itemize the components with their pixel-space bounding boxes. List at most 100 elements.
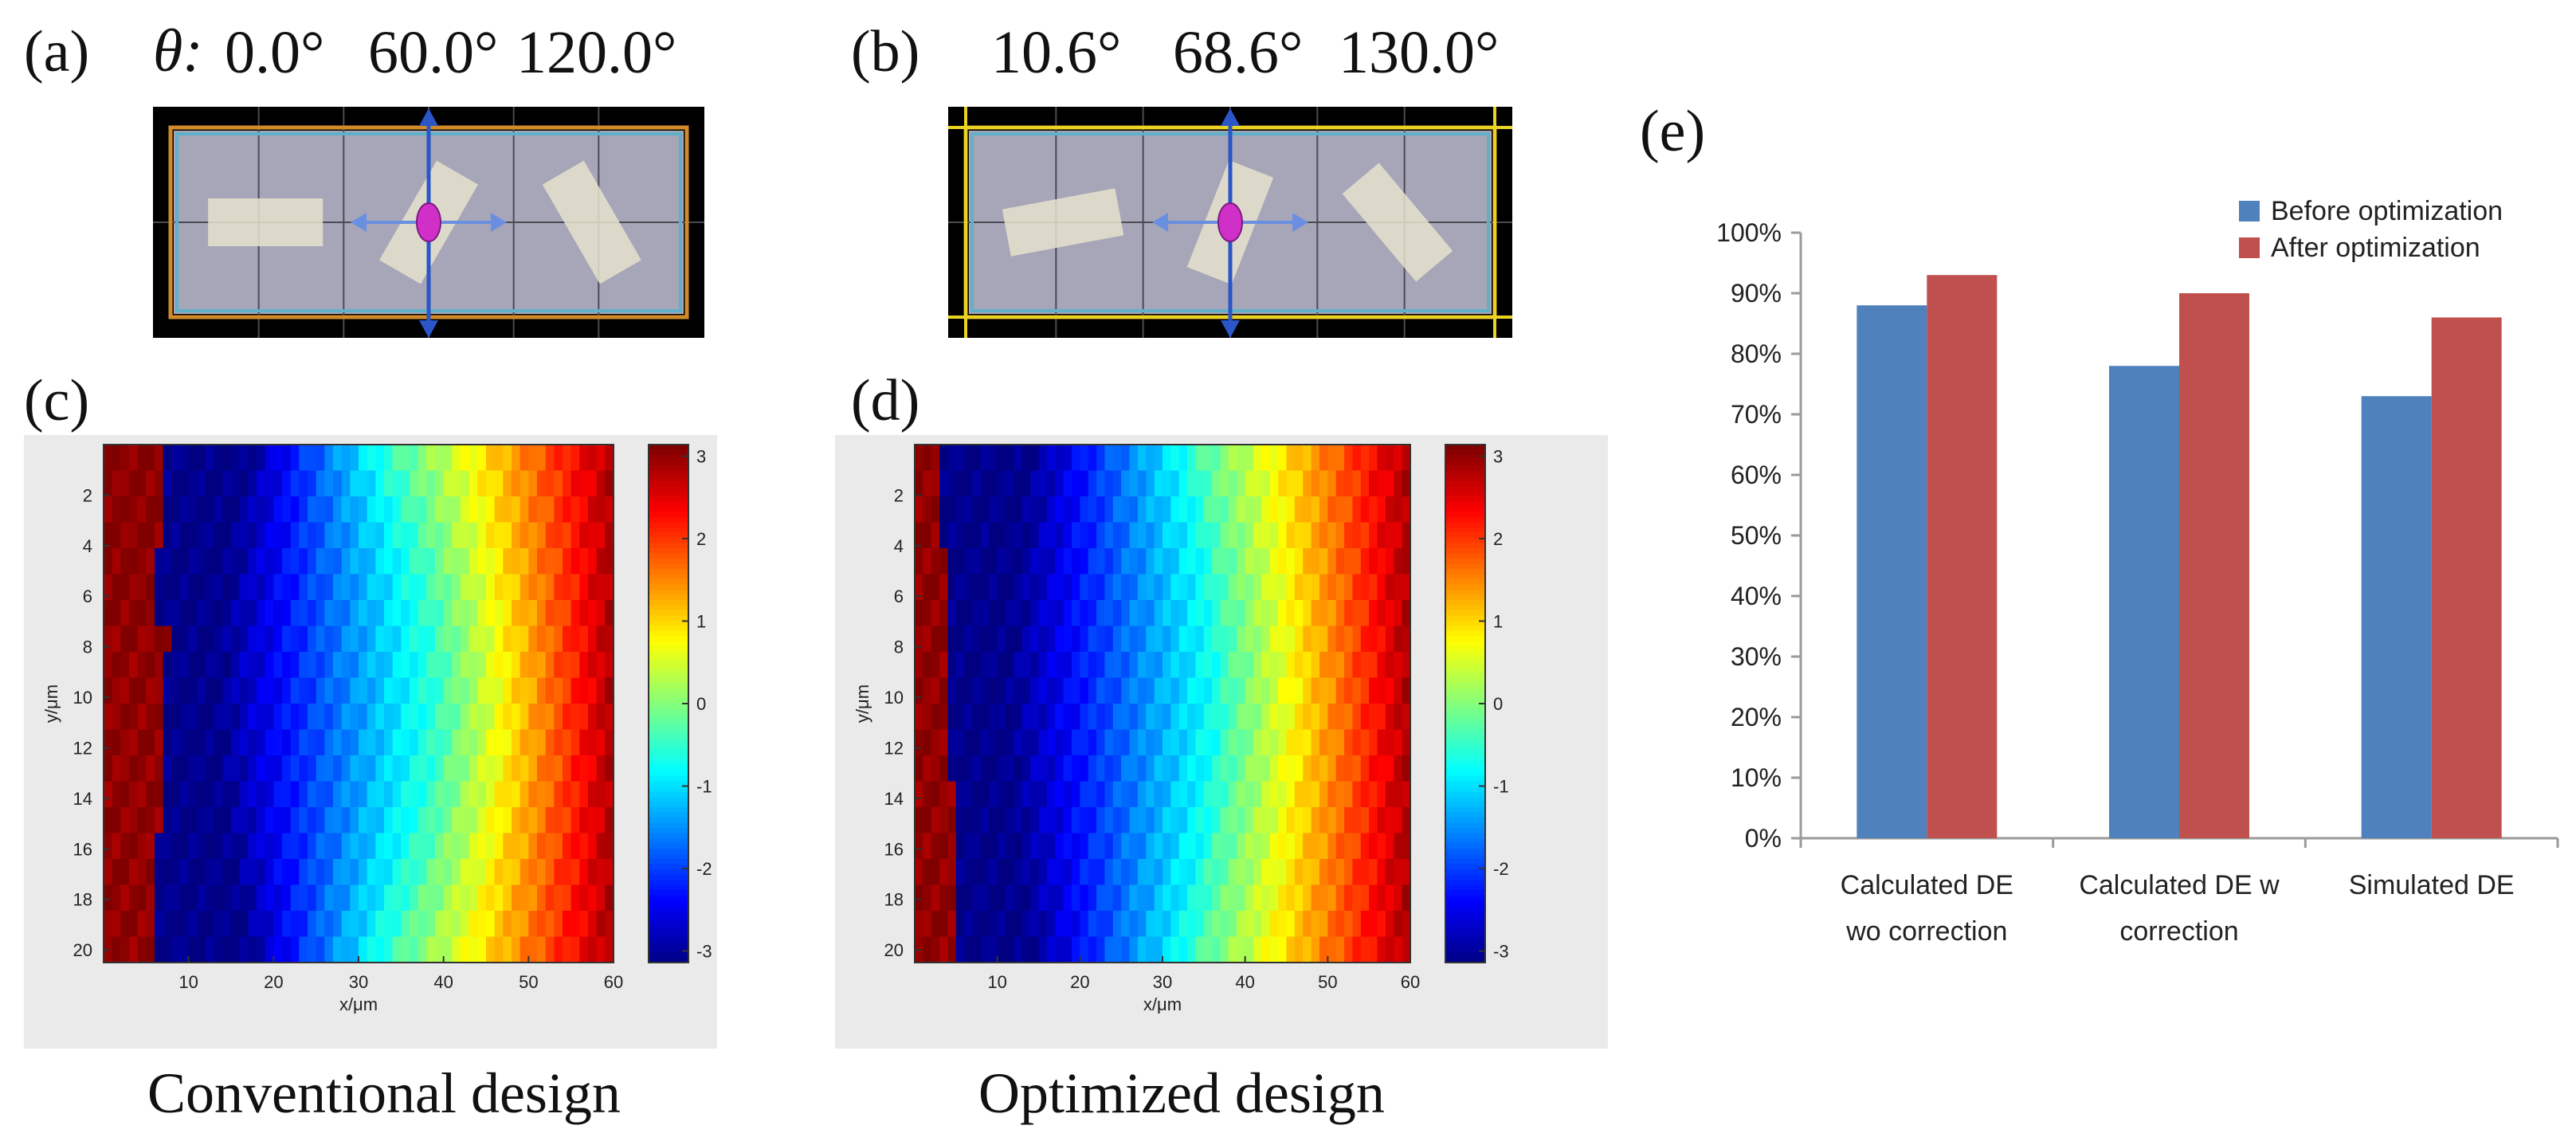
map-d-colorbar-band: [1445, 781, 1485, 787]
map-c-ytick-label: 14: [73, 789, 92, 809]
map-c-colorbar-band: [649, 766, 688, 772]
legend-swatch-before: [2239, 201, 2260, 222]
map-c-colorbar-label: -2: [696, 859, 712, 879]
map-d-colorbar-band: [1445, 822, 1485, 829]
map-c-colorbar-band: [649, 569, 688, 575]
bar-ytick-label: 80%: [1731, 339, 1782, 368]
map-d-colorbar-band: [1445, 874, 1485, 880]
map-c-colorbar-band: [649, 491, 688, 497]
map-d-colorbar-band: [1445, 936, 1485, 943]
map-c-colorbar-band: [649, 480, 688, 487]
cell-a-source-marker: [416, 202, 441, 242]
map-d-colorbar-band: [1445, 590, 1485, 596]
map-c-colorbar-band: [649, 600, 688, 606]
map-c-colorbar-band: [649, 931, 688, 938]
map-c-xtick-label: 30: [349, 972, 368, 992]
map-c-colorbar-band: [649, 911, 688, 917]
map-d-colorbar-band: [1445, 455, 1485, 461]
map-d-colorbar-band: [1445, 926, 1485, 932]
map-d-colorbar-band: [1445, 828, 1485, 834]
map-d-colorbar-band: [1445, 884, 1485, 891]
map-d-colorbar-label: -2: [1493, 859, 1509, 879]
panel-a-label: (a): [24, 19, 90, 84]
map-c-colorbar-band: [649, 818, 688, 824]
cell-b-source-marker: [1217, 202, 1243, 242]
map-d-colorbar-band: [1445, 791, 1485, 798]
map-d-colorbar-band: [1445, 501, 1485, 508]
map-d-colorbar-band: [1445, 745, 1485, 751]
map-c-colorbar-band: [649, 781, 688, 787]
bar-ytick-label: 50%: [1731, 521, 1782, 550]
map-d-colorbar-label: -1: [1493, 777, 1509, 797]
map-d-xtick-label: 50: [1318, 972, 1337, 992]
map-d-colorbar-band: [1445, 833, 1485, 839]
cell-b-arrow-down: [1221, 320, 1240, 338]
bar-ytick-label: 20%: [1731, 703, 1782, 731]
map-c-ytick-label: 8: [83, 637, 92, 657]
map-c-colorbar-band: [649, 739, 688, 746]
map-d-colorbar-band: [1445, 714, 1485, 720]
map-c-colorbar-band: [649, 698, 688, 704]
map-c-colorbar-band: [649, 460, 688, 466]
map-c-colorbar-label: 1: [696, 611, 706, 631]
map-c-colorbar-band: [649, 610, 688, 617]
map-c-xtick-label: 50: [519, 972, 538, 992]
map-d-colorbar-band: [1445, 615, 1485, 622]
legend-swatch-after: [2239, 237, 2260, 258]
map-c-colorbar-band: [649, 672, 688, 679]
panel-a-angle-2: 60.0°: [368, 19, 499, 86]
map-d-colorbar-band: [1445, 869, 1485, 876]
map-c-colorbar-band: [649, 449, 688, 456]
map-c-colorbar-band: [649, 735, 688, 741]
map-d-ytick-label: 18: [884, 890, 904, 910]
map-d-colorbar-band: [1445, 771, 1485, 777]
bar-before-1: [1857, 305, 1927, 838]
map-c-colorbar-band: [649, 590, 688, 596]
map-d-colorbar-band: [1445, 522, 1485, 528]
map-c-colorbar-band: [649, 470, 688, 476]
map-d-colorbar-band: [1445, 895, 1485, 901]
map-d-colorbar-band: [1445, 859, 1485, 865]
map-d-colorbar-band: [1445, 739, 1485, 746]
cell-a-arrow-right: [491, 213, 507, 232]
map-d-colorbar-band: [1445, 657, 1485, 663]
map-d-xtick-label: 20: [1070, 972, 1089, 992]
map-c-xtick-label: 20: [264, 972, 283, 992]
map-d-colorbar-label: 2: [1493, 529, 1503, 549]
map-d-xtick-label: 40: [1235, 972, 1254, 992]
map-c-colorbar-band: [649, 916, 688, 922]
map-d-colorbar-band: [1445, 496, 1485, 503]
map-d-colorbar-band: [1445, 760, 1485, 767]
map-c-colorbar-band: [649, 667, 688, 673]
map-c-colorbar-band: [649, 548, 688, 555]
map-d-colorbar-band: [1445, 594, 1485, 601]
map-c-colorbar-band: [649, 745, 688, 751]
map-d-colorbar-band: [1445, 818, 1485, 824]
map-c-colorbar-band: [649, 615, 688, 622]
map-c-colorbar-band: [649, 874, 688, 880]
bar-category-label: correction: [2119, 916, 2238, 947]
map-d-colorbar-band: [1445, 621, 1485, 627]
map-d-colorbar-band: [1445, 465, 1485, 472]
cell-a-arrow-up: [419, 108, 438, 126]
bar-ytick-label: 100%: [1716, 218, 1782, 247]
map-d-xlabel: x/μm: [1143, 994, 1182, 1014]
map-d-colorbar-label: 3: [1493, 446, 1503, 466]
map-c-colorbar-band: [649, 641, 688, 648]
map-d-colorbar-band: [1445, 460, 1485, 466]
map-d-colorbar-band: [1445, 532, 1485, 539]
map-d-ytick-label: 14: [884, 789, 904, 809]
map-d-colorbar-band: [1445, 662, 1485, 669]
map-d-colorbar-band: [1445, 527, 1485, 534]
map-c-colorbar-band: [649, 724, 688, 731]
map-c-colorbar-band: [649, 657, 688, 663]
map-d-colorbar-band: [1445, 683, 1485, 689]
map-c-colorbar-band: [649, 828, 688, 834]
map-d-colorbar-band: [1445, 672, 1485, 679]
bar-category-label: Calculated DE: [1841, 870, 2013, 900]
map-c-colorbar-band: [649, 553, 688, 559]
cell-a-nanobrick-3: [542, 160, 641, 284]
map-c-xlabel: x/μm: [339, 994, 378, 1014]
